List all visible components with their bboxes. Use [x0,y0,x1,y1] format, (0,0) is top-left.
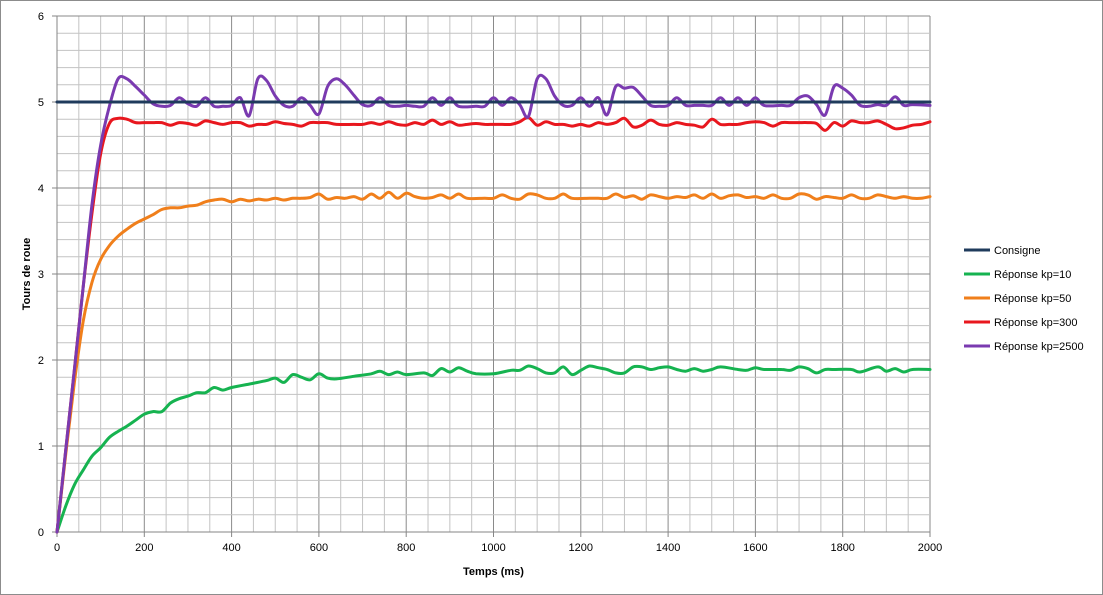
x-tick-label: 400 [222,542,240,554]
y-tick-label: 2 [38,355,44,367]
legend: Consigne Réponse kp=10 Réponse kp=50 Répons… [964,245,1084,353]
grid [56,15,931,533]
series-line-r-ponse-kp-2500 [55,73,932,534]
x-tick-label: 600 [310,542,328,554]
axes: 0 200 400 600 800 1000 1200 1400 1600 1800 2000 0 1 2… [38,11,942,554]
y-axis-title: Tours de roue [21,238,33,311]
x-axis-title: Temps (ms) [463,566,524,578]
x-tick-label: 0 [54,542,60,554]
y-tick-label: 4 [38,183,44,195]
series-line-r-ponse-kp-300 [55,115,932,534]
y-tick-label: 3 [38,269,44,281]
legend-label-r-ponse-kp-300: Réponse kp=300 [994,317,1077,329]
x-tick-label: 2000 [918,542,942,554]
legend-label-r-ponse-kp-10: Réponse kp=10 [994,269,1071,281]
x-tick-label: 200 [135,542,153,554]
legend-label-consigne: Consigne [994,245,1040,257]
series-line-r-ponse-kp-10 [55,364,932,534]
x-tick-label: 1800 [830,542,854,554]
legend-label-r-ponse-kp-50: Réponse kp=50 [994,293,1071,305]
y-tick-label: 0 [38,527,44,539]
x-tick-label: 800 [397,542,415,554]
x-tick-label: 1200 [569,542,593,554]
y-tick-label: 6 [38,11,44,23]
x-tick-label: 1000 [481,542,505,554]
series-line-r-ponse-kp-50 [55,190,932,534]
x-tick-label: 1600 [743,542,767,554]
y-tick-label: 1 [38,441,44,453]
legend-label-r-ponse-kp-2500: Réponse kp=2500 [994,341,1084,353]
y-tick-label: 5 [38,97,44,109]
x-tick-label: 1400 [656,542,680,554]
series-lines [55,73,932,534]
